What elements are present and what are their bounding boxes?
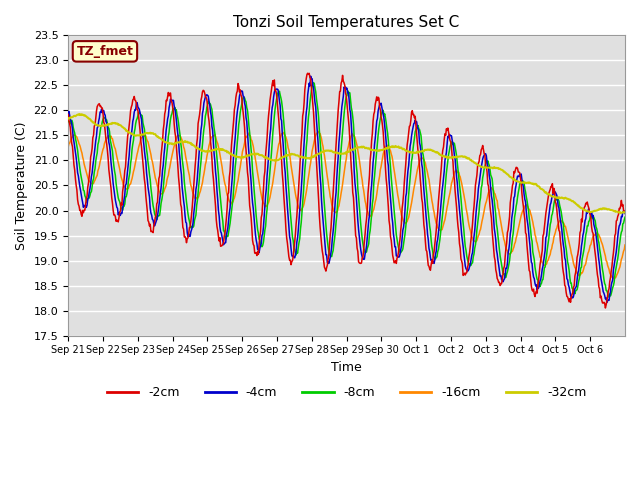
Y-axis label: Soil Temperature (C): Soil Temperature (C)	[15, 121, 28, 250]
Text: TZ_fmet: TZ_fmet	[77, 45, 133, 58]
X-axis label: Time: Time	[332, 361, 362, 374]
Legend: -2cm, -4cm, -8cm, -16cm, -32cm: -2cm, -4cm, -8cm, -16cm, -32cm	[102, 382, 591, 405]
Title: Tonzi Soil Temperatures Set C: Tonzi Soil Temperatures Set C	[234, 15, 460, 30]
